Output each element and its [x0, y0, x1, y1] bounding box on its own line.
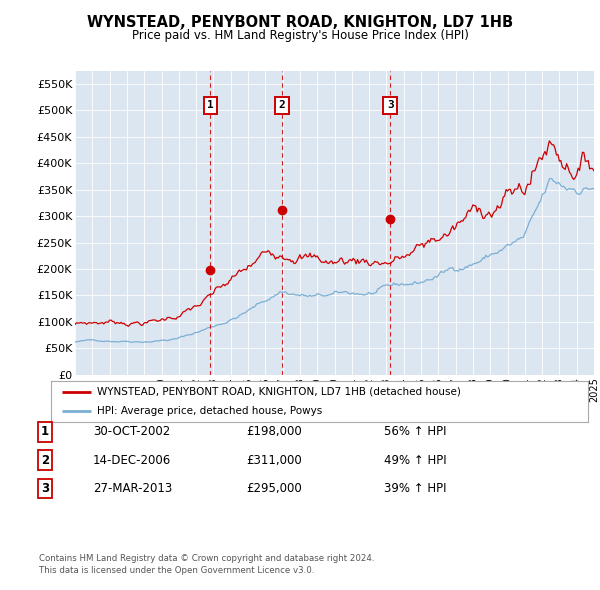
- Text: 1: 1: [41, 425, 49, 438]
- Text: 30-OCT-2002: 30-OCT-2002: [93, 425, 170, 438]
- Text: £198,000: £198,000: [246, 425, 302, 438]
- Text: 3: 3: [41, 482, 49, 495]
- Text: 2: 2: [41, 454, 49, 467]
- Text: £295,000: £295,000: [246, 482, 302, 495]
- Text: £311,000: £311,000: [246, 454, 302, 467]
- Text: 56% ↑ HPI: 56% ↑ HPI: [384, 425, 446, 438]
- Text: 2: 2: [278, 100, 285, 110]
- Text: Contains HM Land Registry data © Crown copyright and database right 2024.
This d: Contains HM Land Registry data © Crown c…: [39, 554, 374, 575]
- Text: HPI: Average price, detached house, Powys: HPI: Average price, detached house, Powy…: [97, 406, 322, 416]
- Text: WYNSTEAD, PENYBONT ROAD, KNIGHTON, LD7 1HB: WYNSTEAD, PENYBONT ROAD, KNIGHTON, LD7 1…: [87, 15, 513, 30]
- Text: 14-DEC-2006: 14-DEC-2006: [93, 454, 171, 467]
- Text: 1: 1: [207, 100, 214, 110]
- Text: 3: 3: [387, 100, 394, 110]
- Text: Price paid vs. HM Land Registry's House Price Index (HPI): Price paid vs. HM Land Registry's House …: [131, 30, 469, 42]
- Text: 39% ↑ HPI: 39% ↑ HPI: [384, 482, 446, 495]
- Text: WYNSTEAD, PENYBONT ROAD, KNIGHTON, LD7 1HB (detached house): WYNSTEAD, PENYBONT ROAD, KNIGHTON, LD7 1…: [97, 386, 461, 396]
- Text: 49% ↑ HPI: 49% ↑ HPI: [384, 454, 446, 467]
- Text: 27-MAR-2013: 27-MAR-2013: [93, 482, 172, 495]
